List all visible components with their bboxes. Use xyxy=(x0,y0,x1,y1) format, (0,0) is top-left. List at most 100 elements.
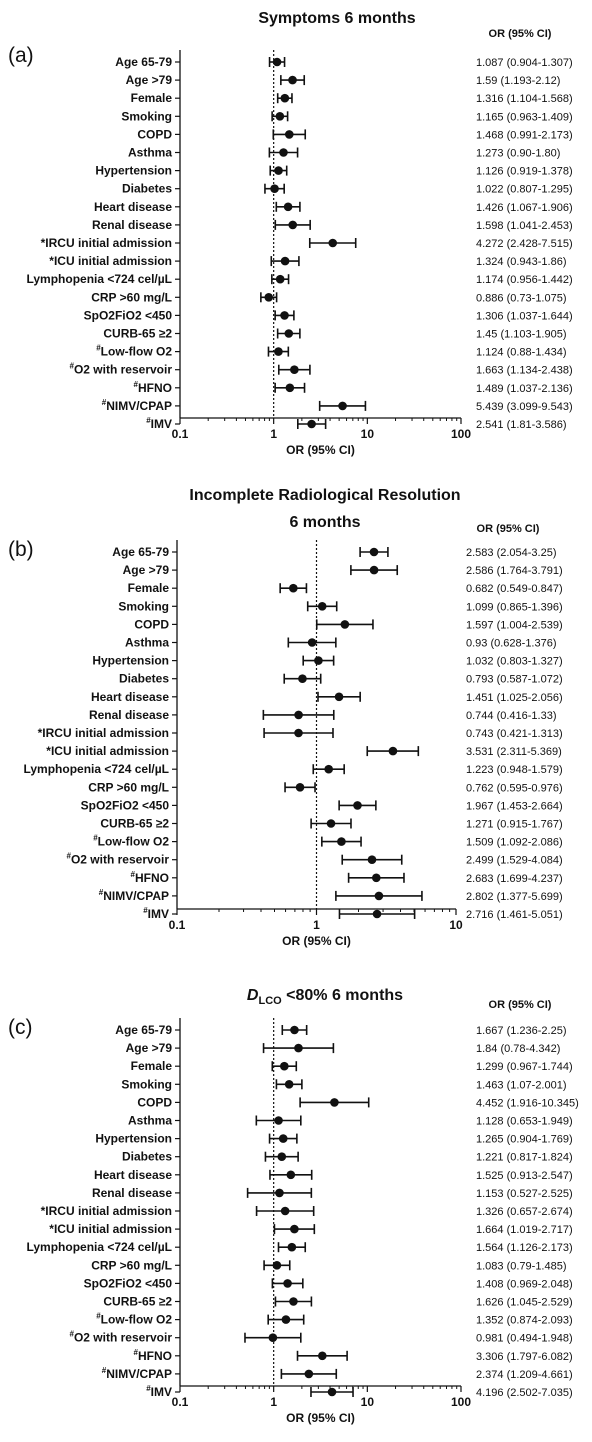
panel-c-ci-text: 1.265 (0.904-1.769) xyxy=(476,1134,573,1146)
panel-b-row-label: #HFNO xyxy=(131,870,169,885)
panel-a-row-label: Renal disease xyxy=(92,218,172,232)
panel-b-ci-text: 1.597 (1.004-2.539) xyxy=(466,619,563,631)
panel-c-row-label: Smoking xyxy=(121,1077,172,1091)
panel-c-row-label: Female xyxy=(131,1059,173,1073)
panel-b-title-line2: 6 months xyxy=(289,514,360,531)
panel-b-row-label: #NIMV/CPAP xyxy=(99,888,169,903)
panel-c-or-point xyxy=(294,1043,303,1053)
panel-a-or-point xyxy=(270,184,279,193)
panel-a-x-tick-label: 0.1 xyxy=(172,427,189,441)
panel-b-row-label: #Low-flow O2 xyxy=(93,834,169,849)
panel-a-row-label: CRP >60 mg/L xyxy=(91,290,172,304)
panel-b-or-point xyxy=(367,855,377,864)
panel-b-or-point xyxy=(324,764,333,774)
panel-c-ci-text: 1.84 (0.78-4.342) xyxy=(476,1043,560,1055)
panel-b-or-point xyxy=(374,891,384,901)
panel-b-ci-text: 2.683 (1.699-4.237) xyxy=(466,873,563,885)
panel-c-ci-text: 4.452 (1.916-10.345) xyxy=(476,1097,579,1109)
panel-a-ci-text: 1.306 (1.037-1.644) xyxy=(476,310,573,322)
panel-c-or-point xyxy=(277,1152,287,1161)
panel-c-ci-text: 1.525 (0.913-2.547) xyxy=(476,1170,573,1182)
panel-b-ci-text: 0.762 (0.595-0.976) xyxy=(466,782,563,794)
panel-a-row-label: #Low-flow O2 xyxy=(96,344,172,359)
panel-b-ci-text: 0.93 (0.628-1.376) xyxy=(466,638,557,650)
panel-a-row-label: #NIMV/CPAP xyxy=(102,398,172,413)
panel-b-or-point xyxy=(314,656,323,665)
panel-b-ci-header: OR (95% CI) xyxy=(477,523,540,535)
panel-c-ci-text: 1.667 (1.236-2.25) xyxy=(476,1025,567,1037)
panel-c-ci-text: 1.564 (1.126-2.173) xyxy=(476,1242,573,1254)
panel-b-or-point xyxy=(307,638,317,647)
panel-c-row-label: #NIMV/CPAP xyxy=(102,1366,172,1381)
panel-b-ci-text: 2.583 (2.054-3.25) xyxy=(466,547,557,559)
panel-b-or-point xyxy=(334,692,344,702)
panel-c-ci-text: 1.463 (1.07-2.001) xyxy=(476,1079,567,1091)
panel-b-x-tick-label: 0.1 xyxy=(169,918,186,932)
panel-a-or-point xyxy=(275,274,285,284)
panel-a-ci-text: 1.426 (1.067-1.906) xyxy=(476,202,573,214)
panel-b-or-point xyxy=(337,837,346,846)
panel-a-ci-text: 1.489 (1.037-2.136) xyxy=(476,383,573,395)
panel-b-row-label: *IRCU initial admission xyxy=(38,726,169,740)
panel-c-or-point xyxy=(275,1188,284,1198)
panel-c-ci-text: 1.221 (0.817-1.824) xyxy=(476,1152,573,1164)
panel-b-row-label: Renal disease xyxy=(89,708,169,722)
panel-a-or-point xyxy=(280,93,290,103)
panel-a-ci-text: 1.124 (0.88-1.434) xyxy=(476,347,567,359)
panel-c-or-point xyxy=(290,1025,299,1035)
panel-c-or-point xyxy=(287,1242,297,1252)
panel-a-row-label: #HFNO xyxy=(134,380,172,395)
panel-b-row-label: COPD xyxy=(134,617,169,631)
panel-a-row-label: *ICU initial admission xyxy=(49,254,172,268)
panel-c-row-label: Renal disease xyxy=(92,1186,172,1200)
panel-a-ci-text: 1.087 (0.904-1.307) xyxy=(476,57,573,69)
panel-b-ci-text: 1.032 (0.803-1.327) xyxy=(466,656,563,668)
panel-a-ci-text: 1.174 (0.956-1.442) xyxy=(476,274,573,286)
panel-a-or-point xyxy=(274,347,283,356)
panel-c-ci-text: 1.128 (0.653-1.949) xyxy=(476,1116,573,1128)
panel-c-or-point xyxy=(280,1206,290,1216)
panel-c-ci-text: 1.408 (0.969-2.048) xyxy=(476,1278,573,1290)
panel-c-row-label: CURB-65 ≥2 xyxy=(103,1295,172,1309)
panel-b-row-label: Hypertension xyxy=(92,654,169,668)
panel-a-row-label: #IMV xyxy=(146,416,172,431)
panel-c-ci-text: 1.626 (1.045-2.529) xyxy=(476,1297,573,1309)
panel-b-ci-text: 3.531 (2.311-5.369) xyxy=(466,746,562,758)
panel-b-row-label: Age 65-79 xyxy=(112,545,169,559)
panel-c-row-label: *ICU initial admission xyxy=(49,1222,172,1236)
panel-c-or-point xyxy=(280,1061,289,1071)
panel-a-or-point xyxy=(290,365,299,375)
panel-a-or-point xyxy=(288,220,298,230)
panel-b-or-point xyxy=(340,620,350,629)
panel-b-or-point xyxy=(371,873,381,883)
panel-b-x-axis-label: OR (95% CI) xyxy=(282,934,351,948)
panel-b-row-label: Lymphopenia <724 cel/µL xyxy=(23,762,169,776)
panel-a-ci-text: 4.272 (2.428-7.515) xyxy=(476,238,573,250)
panel-c-or-point xyxy=(281,1315,291,1324)
panel-a-ci-text: 0.886 (0.73-1.075) xyxy=(476,292,567,304)
panel-c-row-label: Hypertension xyxy=(95,1132,172,1146)
panel-c-or-point xyxy=(318,1351,327,1361)
panel-a-row-label: Age >79 xyxy=(126,73,173,87)
panel-a-ci-text: 2.541 (1.81-3.586) xyxy=(476,419,567,431)
panel-b-or-point xyxy=(295,783,305,792)
panel-b-or-point xyxy=(369,565,379,575)
panel-c-ci-text: 1.664 (1.019-2.717) xyxy=(476,1224,573,1236)
panel-a-or-point xyxy=(288,75,297,85)
panel-b-label: (b) xyxy=(8,538,34,561)
panel-b-ci-text: 1.509 (1.092-2.086) xyxy=(466,837,563,849)
panel-b-or-point xyxy=(294,728,303,738)
panel-b-row-label: SpO2FiO2 <450 xyxy=(81,798,170,812)
panel-c-or-point xyxy=(327,1387,337,1397)
panel-c-x-tick-label: 100 xyxy=(451,1395,471,1409)
panel-a-row-label: #O2 with reservoir xyxy=(70,362,173,377)
panel-b-ci-text: 1.271 (0.915-1.767) xyxy=(466,819,563,831)
panel-c-row-label: #O2 with reservoir xyxy=(70,1330,173,1345)
panel-b-ci-text: 1.223 (0.948-1.579) xyxy=(466,764,563,776)
panel-a-or-point xyxy=(285,383,295,393)
panel-b-ci-text: 1.099 (0.865-1.396) xyxy=(466,601,563,613)
panel-a-row-label: *IRCU initial admission xyxy=(41,236,172,250)
panel-a-x-tick-label: 10 xyxy=(361,427,375,441)
